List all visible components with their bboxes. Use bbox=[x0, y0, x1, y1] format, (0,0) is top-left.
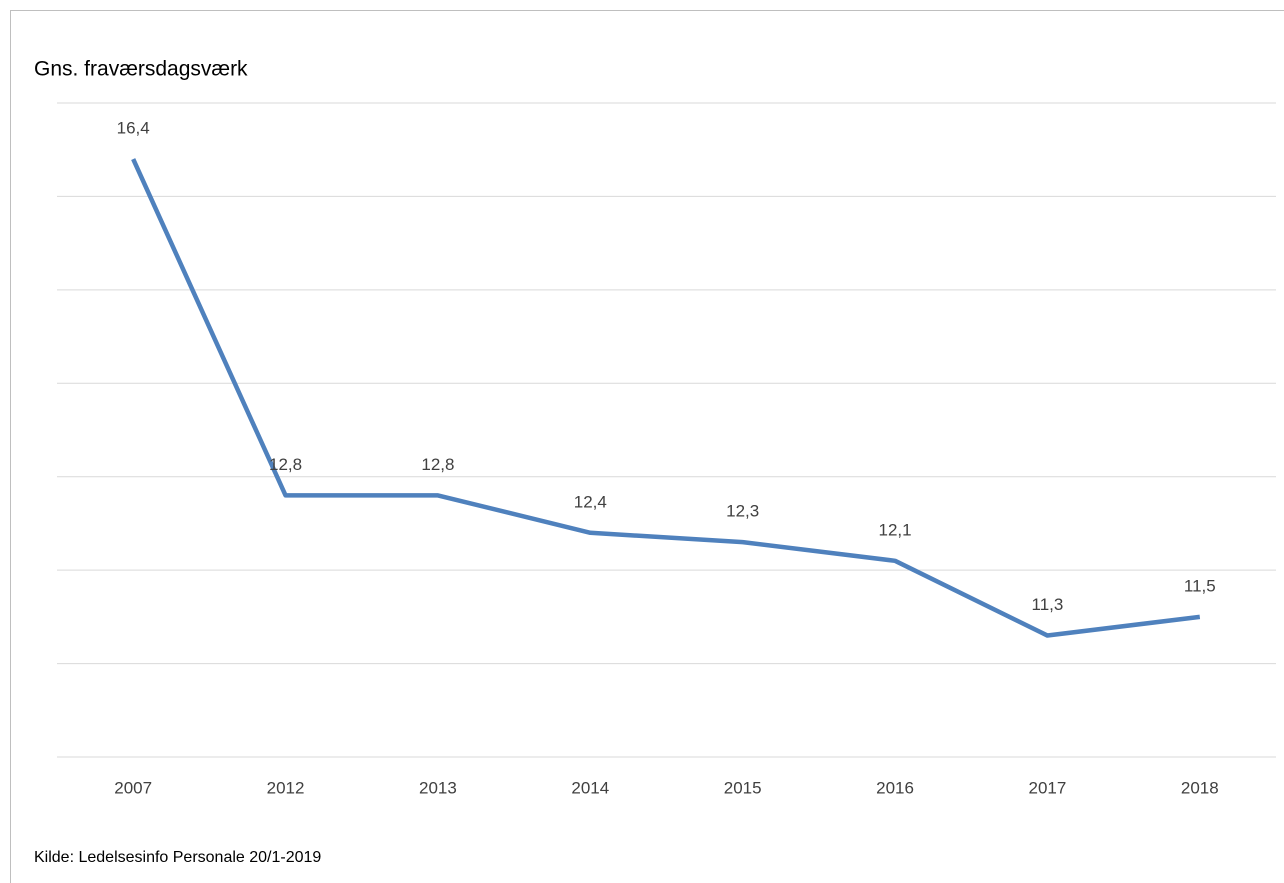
data-label: 12,8 bbox=[269, 455, 302, 474]
source-note: Kilde: Ledelsesinfo Personale 20/1-2019 bbox=[34, 849, 321, 866]
line bbox=[131, 158, 1201, 638]
data-label: 12,1 bbox=[879, 520, 912, 539]
data-label: 11,5 bbox=[1184, 576, 1216, 595]
x-tick-label: 2017 bbox=[1029, 778, 1067, 797]
data-label: 11,3 bbox=[1032, 595, 1064, 614]
data-label: 12,4 bbox=[574, 492, 607, 511]
data-label: 12,3 bbox=[726, 502, 759, 521]
x-tick-label: 2012 bbox=[267, 778, 305, 797]
chart-frame bbox=[10, 10, 1284, 883]
data-label: 16,4 bbox=[117, 119, 150, 138]
x-tick-label: 2013 bbox=[419, 778, 457, 797]
x-tick-label: 2016 bbox=[876, 778, 914, 797]
x-tick-label: 2018 bbox=[1181, 778, 1219, 797]
data-label: 12,8 bbox=[421, 455, 454, 474]
x-tick-label: 2014 bbox=[571, 778, 609, 797]
chart-title: Gns. fraværsdagsværk bbox=[34, 58, 248, 81]
x-tick-label: 2007 bbox=[114, 778, 152, 797]
x-tick-label: 2015 bbox=[724, 778, 762, 797]
